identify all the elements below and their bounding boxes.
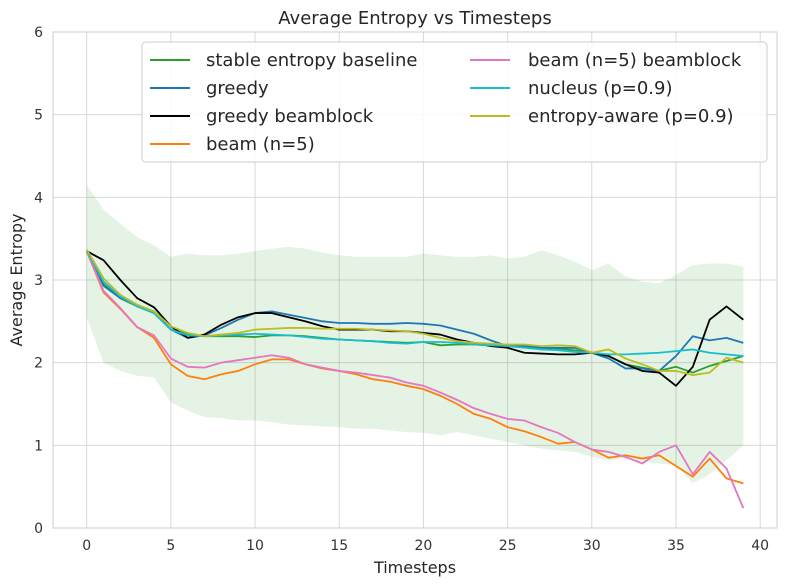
y-tick-label: 4 [34, 190, 43, 206]
x-tick-label: 25 [499, 538, 517, 554]
legend-label: stable entropy baseline [206, 50, 417, 71]
series-line [85, 248, 744, 376]
y-tick-label: 1 [34, 438, 43, 454]
y-tick-label: 0 [34, 521, 43, 537]
y-tick-label: 5 [34, 108, 43, 124]
legend-label: greedy [206, 78, 269, 99]
chart-title: Average Entropy vs Timesteps [278, 8, 551, 29]
legend-label: entropy-aware (p=0.9) [528, 106, 734, 127]
x-tick-label: 40 [751, 538, 769, 554]
confidence-band-area [86, 184, 744, 484]
x-axis-label: Timesteps [373, 558, 456, 577]
y-tick-label: 2 [34, 356, 43, 372]
series-line [85, 250, 745, 509]
y-tick-label: 6 [34, 25, 43, 41]
confidence-band [86, 184, 744, 484]
x-tick-label: 5 [166, 538, 175, 554]
x-tick-label: 20 [415, 538, 433, 554]
series-line [85, 250, 744, 357]
y-tick-label: 3 [34, 273, 43, 289]
legend-box [141, 41, 768, 163]
x-tick-label: 35 [667, 538, 685, 554]
x-tick-label: 10 [246, 538, 264, 554]
legend-label: greedy beamblock [206, 106, 374, 127]
plot-frame [52, 31, 778, 529]
legend-label: beam (n=5) beamblock [528, 50, 742, 71]
series-line [85, 250, 744, 485]
y-axis-label: Average Entropy [7, 214, 26, 347]
y-tick-labels: 0 1 2 3 4 5 6 [34, 25, 43, 537]
x-tick-label: 30 [583, 538, 601, 554]
legend-label: nucleus (p=0.9) [528, 78, 672, 99]
legend: stable entropy baseline greedy greedy beam… [141, 41, 768, 163]
x-tick-label: 15 [330, 538, 348, 554]
x-tick-label: 0 [82, 538, 91, 554]
legend-label: beam (n=5) [206, 134, 315, 155]
series-lines [85, 248, 745, 509]
x-tick-labels: 0 5 10 15 20 25 30 35 40 [82, 538, 769, 554]
